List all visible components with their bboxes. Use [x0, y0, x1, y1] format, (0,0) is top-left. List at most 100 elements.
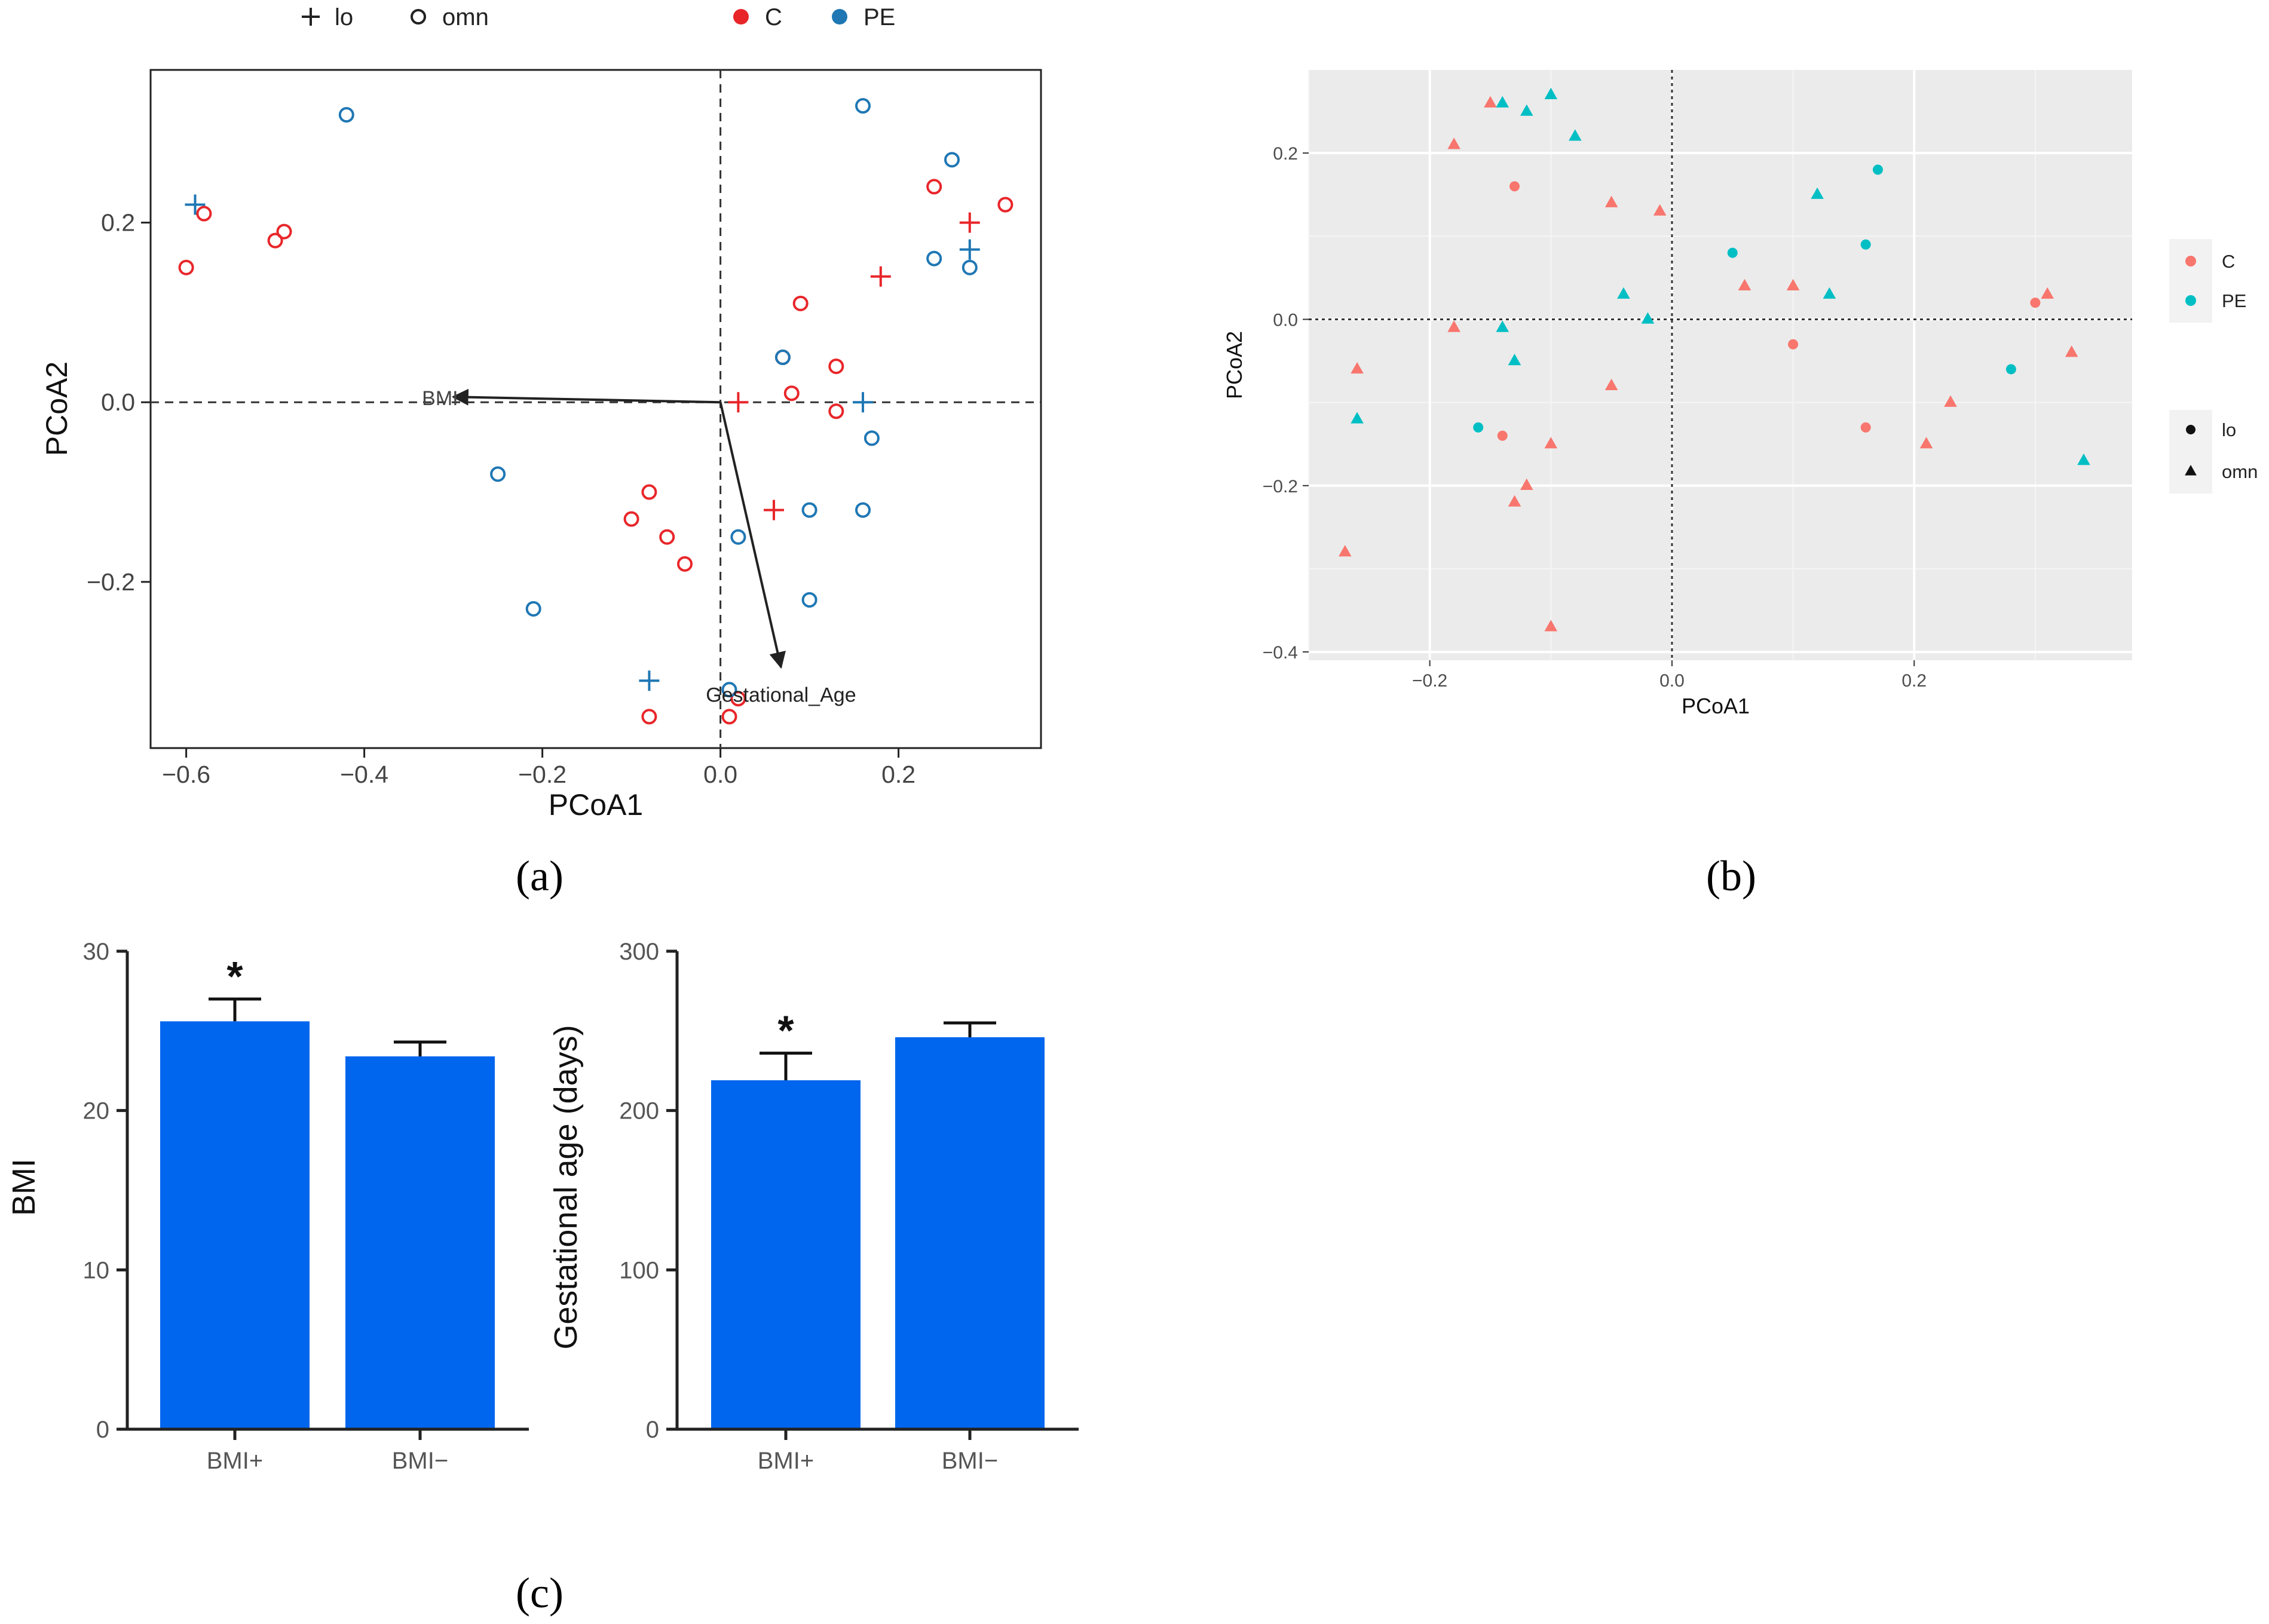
- panel-c-gestational-age-y-tick-label: 200: [619, 1098, 659, 1124]
- panel-b-point-dot: [2030, 298, 2041, 308]
- panel-a-point-circle: [267, 232, 283, 249]
- panel-a-y-tick-label: 0.2: [101, 209, 135, 237]
- panel-c-gestational-age-significance-marker: *: [777, 1007, 794, 1054]
- panel-b-point-triangle: [1544, 620, 1558, 632]
- panel-a-point-circle: [641, 484, 657, 500]
- panel-a-x-tick-label: 0.0: [703, 761, 737, 788]
- panel-b-y-ticks: −0.4 −0.2 0.0 0.2: [1263, 144, 1309, 663]
- panel-b-point-dot: [1727, 247, 1738, 258]
- panel-b-legend-key-background-groups: [2169, 239, 2212, 323]
- panel-c-gestational-age-y-tick-label: 100: [619, 1257, 659, 1283]
- panel-a-x-tick-label: −0.2: [518, 761, 567, 788]
- caption-a: (a): [516, 852, 564, 900]
- panel-a-point-circle: [730, 529, 746, 545]
- panel-c-bmi-bar: [160, 1021, 310, 1429]
- panel-a-point-circle: [276, 223, 292, 240]
- legend-label-lo: lo: [335, 4, 353, 30]
- panel-b-legend-label-lo: lo: [2222, 419, 2236, 440]
- panel-b-point-triangle: [1544, 87, 1558, 99]
- panel-b-points: [1338, 87, 2090, 632]
- panel-b-legend-key-background-shapes: [2169, 410, 2212, 494]
- panel-b-point-dot: [1860, 422, 1871, 433]
- panel-a-point-circle: [623, 511, 639, 527]
- panel-c-gestational-age-y-tick-label: 0: [646, 1417, 659, 1443]
- panel-c-gestational-age-bar-chart: * BMI+ BMI− 0 100 200 300 Gestational age (da…: [548, 939, 1079, 1474]
- legend-circle-marker: [411, 9, 426, 24]
- panel-a-point-circle: [944, 152, 960, 168]
- panel-a-point-circle: [962, 259, 978, 275]
- panel-a-points: [178, 98, 1013, 725]
- panel-a-y-tick-label: −0.2: [87, 568, 135, 596]
- panel-b-y-tick-label: −0.2: [1263, 477, 1298, 497]
- panel-a-point-circle: [525, 600, 541, 617]
- panel-a-pcoa-biplot: lo omn C PE −0.6 −0.4 −0.2 0.0 0.2 −0.2 0.0 0.2 B…: [40, 4, 1042, 822]
- panel-b-legend-triangle-marker: [2185, 465, 2197, 476]
- panel-c-gestational-age-bar: [711, 1080, 861, 1429]
- panel-a-point-plus: [870, 266, 891, 287]
- panel-a-y-ticks: −0.2 0.0 0.2: [87, 209, 151, 596]
- panel-b-y-tick-label: −0.4: [1263, 643, 1298, 663]
- panel-a-point-circle: [828, 358, 844, 375]
- panel-c-bmi-y-tick-label: 30: [83, 939, 110, 965]
- panel-a-point-circle: [641, 709, 657, 725]
- panel-a-point-circle: [828, 403, 844, 419]
- panel-a-legend: lo omn C PE: [302, 4, 895, 30]
- legend-label-c: C: [765, 4, 782, 30]
- panel-b-point-triangle: [1823, 287, 1836, 299]
- panel-b-point-triangle: [2077, 454, 2090, 465]
- panel-a-arrows: BMI Gestational_Age: [422, 387, 856, 706]
- panel-b-point-triangle: [1447, 320, 1460, 332]
- panel-a-plot-frame: [149, 69, 1042, 749]
- panel-a-arrow-gestational-age: [719, 402, 786, 669]
- panel-b-legend-label-pe: PE: [2222, 290, 2246, 311]
- panel-b-point-triangle: [1604, 378, 1618, 390]
- panel-a-x-tick-label: −0.4: [340, 761, 388, 788]
- panel-b-point-triangle: [1508, 354, 1521, 366]
- panel-b-point-dot: [1473, 422, 1484, 433]
- panel-b-point-triangle: [1520, 104, 1533, 116]
- panel-a-arrow-label: BMI: [422, 387, 458, 410]
- panel-c-bmi-y-axis-label: BMI: [6, 1159, 42, 1216]
- panel-b-point-dot: [1497, 430, 1508, 441]
- panel-b-point-triangle: [1351, 361, 1364, 374]
- legend-dot-pe: [832, 9, 847, 24]
- panel-b-point-triangle: [1944, 395, 1957, 407]
- panel-b-point-triangle: [1738, 278, 1751, 291]
- panel-c-gestational-age-bars: *: [711, 1007, 1045, 1429]
- panel-c-bmi-bars: *: [160, 953, 495, 1429]
- panel-c-bmi-y-tick-label: 0: [96, 1417, 109, 1443]
- panel-c-gestational-age-y-axis-label: Gestational age (days): [548, 1025, 584, 1349]
- panel-a-point-circle: [926, 250, 942, 266]
- panel-b-point-dot: [1509, 181, 1520, 192]
- panel-a-y-tick-label: 0.0: [101, 388, 135, 416]
- panel-a-point-circle: [855, 502, 871, 518]
- panel-a-point-circle: [490, 466, 506, 482]
- panel-c-bmi-significance-marker: *: [226, 953, 243, 1000]
- panel-a-point-circle: [801, 592, 817, 608]
- panel-a-arrow-label: Gestational_Age: [706, 684, 856, 707]
- panel-a-point-plus: [639, 670, 660, 691]
- panel-c-bmi-category-label: BMI−: [392, 1448, 448, 1474]
- panel-a-point-circle: [677, 556, 693, 572]
- panel-a-point-circle: [730, 691, 746, 707]
- legend-dot-c: [733, 9, 749, 24]
- panel-a-point-circle: [863, 430, 880, 446]
- panel-c-bmi-bar-chart: * BMI+ BMI− 0 10 20 30 BMI: [6, 939, 529, 1474]
- panel-a-point-circle: [783, 385, 800, 402]
- panel-a-point-plus: [185, 194, 206, 215]
- panel-a-x-ticks: −0.6 −0.4 −0.2 0.0 0.2: [162, 748, 915, 788]
- panel-a-point-circle: [792, 295, 809, 311]
- panel-b-x-tick-label: −0.2: [1412, 671, 1447, 691]
- panel-b-plot-background: [1309, 70, 2132, 660]
- panel-a-y-axis-label: PCoA2: [40, 361, 74, 456]
- panel-b-y-tick-label: 0.0: [1273, 310, 1298, 330]
- panel-a-point-circle: [926, 179, 942, 195]
- panel-c-gestational-age-bar: [895, 1037, 1045, 1429]
- panel-b-point-triangle: [1653, 204, 1667, 216]
- panel-b-point-triangle: [1811, 187, 1824, 199]
- panel-c-gestational-age-category-label: BMI−: [942, 1448, 998, 1474]
- panel-b-point-triangle: [1919, 437, 1933, 449]
- panel-a-point-circle: [855, 98, 871, 114]
- panel-b-x-tick-label: 0.0: [1659, 671, 1685, 691]
- panel-b-point-triangle: [1604, 195, 1618, 207]
